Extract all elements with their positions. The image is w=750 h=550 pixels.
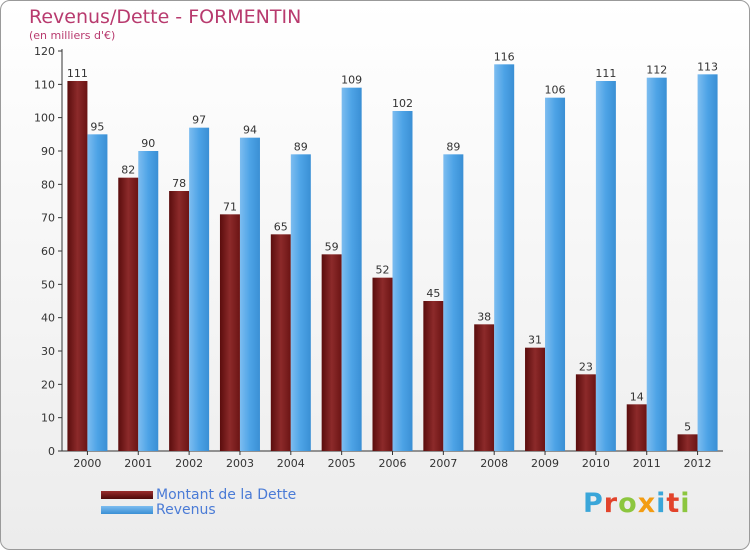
bar-revenus [87, 134, 108, 452]
bar-revenus [697, 74, 718, 451]
data-label-dette: 111 [67, 67, 88, 80]
data-label-revenus: 116 [494, 50, 515, 63]
bar-revenus [138, 151, 159, 451]
proxiti-logo: Proxiti [583, 488, 691, 519]
data-label-revenus: 90 [141, 137, 155, 150]
data-label-dette: 45 [426, 287, 440, 300]
data-label-dette: 82 [121, 164, 135, 177]
data-label-dette: 59 [325, 240, 339, 253]
logo-letter: r [603, 488, 619, 519]
bar-dette [423, 301, 444, 451]
y-tick-label: 110 [34, 78, 55, 91]
data-label-revenus: 112 [646, 64, 667, 77]
data-label-revenus: 89 [294, 140, 308, 153]
x-tick-label: 2001 [124, 457, 152, 470]
bar-dette [270, 234, 291, 451]
data-label-dette: 71 [223, 200, 237, 213]
bar-dette [321, 254, 342, 451]
bar-revenus [189, 127, 210, 452]
x-tick-label: 2008 [480, 457, 508, 470]
data-label-revenus: 97 [192, 114, 206, 127]
y-tick-label: 80 [41, 178, 55, 191]
bar-revenus [290, 154, 311, 452]
x-tick-label: 2006 [379, 457, 407, 470]
bar-dette [626, 404, 647, 451]
bar-dette [67, 81, 88, 451]
y-tick-label: 60 [41, 245, 55, 258]
logo-letter: i [656, 488, 667, 519]
logo-letter: t [666, 488, 681, 519]
legend-swatch-revenus [101, 506, 153, 514]
data-label-revenus: 109 [341, 74, 362, 87]
logo-letter: i [680, 488, 691, 519]
legend-swatch-dette [101, 491, 153, 499]
y-tick-label: 30 [41, 345, 55, 358]
x-tick-label: 2003 [226, 457, 254, 470]
data-label-dette: 23 [579, 360, 593, 373]
bar-revenus [392, 111, 413, 451]
data-label-dette: 78 [172, 177, 186, 190]
bar-dette [219, 214, 240, 451]
y-tick-label: 0 [48, 445, 55, 458]
y-tick-label: 10 [41, 412, 55, 425]
x-tick-label: 2009 [531, 457, 559, 470]
x-tick-label: 2012 [684, 457, 712, 470]
bar-revenus [341, 87, 362, 452]
data-label-revenus: 106 [545, 84, 566, 97]
x-tick-label: 2007 [429, 457, 457, 470]
bar-revenus [646, 77, 667, 452]
bar-dette [474, 324, 495, 451]
x-tick-label: 2000 [73, 457, 101, 470]
bar-dette [372, 277, 393, 451]
logo-letter: o [618, 488, 638, 519]
y-tick-label: 20 [41, 378, 55, 391]
data-label-revenus: 111 [595, 67, 616, 80]
bar-dette [575, 374, 596, 451]
legend-label-dette: Montant de la Dette [156, 487, 297, 503]
chart-title: Revenus/Dette - FORMENTIN [29, 6, 302, 28]
data-label-revenus: 95 [90, 120, 104, 133]
y-tick-label: 90 [41, 145, 55, 158]
data-label-revenus: 94 [243, 124, 257, 137]
data-label-revenus: 102 [392, 97, 413, 110]
data-label-dette: 5 [684, 420, 691, 433]
data-label-revenus: 89 [446, 140, 460, 153]
bar-revenus [494, 64, 515, 452]
bar-revenus [443, 154, 464, 452]
bar-dette [525, 347, 546, 451]
data-label-dette: 38 [477, 310, 491, 323]
bar-dette [118, 177, 139, 451]
chart-subtitle: (en milliers d'€) [29, 29, 116, 42]
x-tick-label: 2010 [582, 457, 610, 470]
data-label-dette: 14 [630, 390, 644, 403]
logo-letter: x [637, 488, 657, 519]
x-tick-label: 2004 [277, 457, 305, 470]
logo-letter: P [583, 488, 604, 519]
bar-dette [677, 434, 698, 451]
y-tick-label: 100 [34, 112, 55, 125]
x-tick-label: 2002 [175, 457, 203, 470]
bar-revenus [545, 97, 566, 452]
y-tick-label: 120 [34, 45, 55, 58]
x-tick-label: 2005 [328, 457, 356, 470]
bar-dette [169, 191, 190, 451]
data-label-dette: 31 [528, 334, 542, 347]
legend-label-revenus: Revenus [156, 502, 216, 518]
y-tick-label: 50 [41, 278, 55, 291]
data-label-dette: 52 [376, 264, 390, 277]
data-label-revenus: 113 [697, 60, 718, 73]
bar-revenus [239, 137, 260, 451]
data-label-dette: 65 [274, 220, 288, 233]
y-tick-label: 70 [41, 212, 55, 225]
y-tick-label: 40 [41, 312, 55, 325]
x-tick-label: 2011 [633, 457, 661, 470]
bar-revenus [595, 81, 616, 451]
